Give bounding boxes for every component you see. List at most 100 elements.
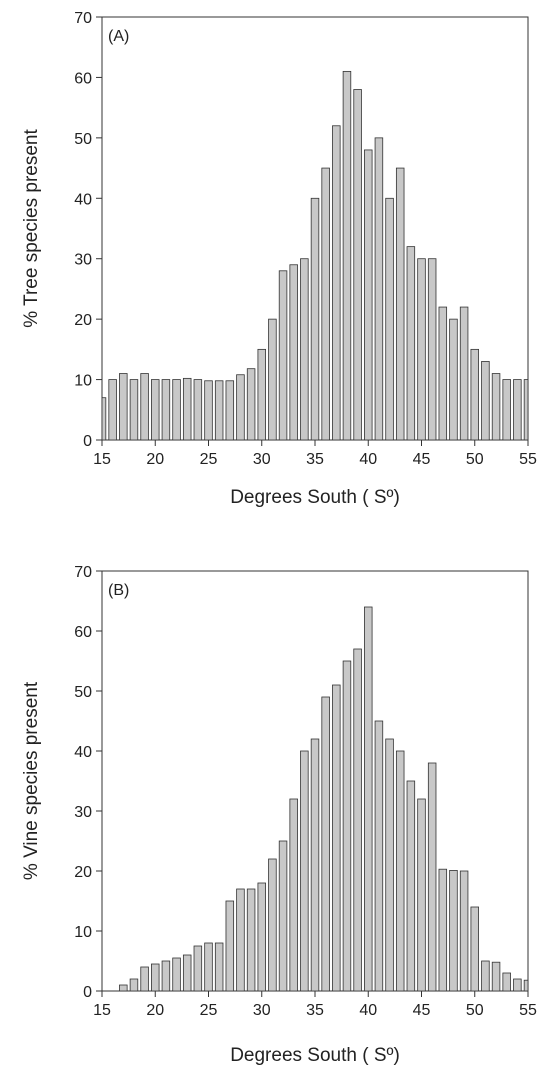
x-tick-label: 50 bbox=[466, 451, 484, 468]
x-tick-label: 55 bbox=[519, 451, 537, 468]
y-tick-label: 40 bbox=[74, 191, 92, 208]
y-tick-label: 10 bbox=[74, 373, 92, 390]
x-tick-label: 35 bbox=[306, 451, 324, 468]
bar-series bbox=[101, 70, 529, 441]
bar bbox=[427, 762, 437, 992]
bar bbox=[225, 900, 235, 992]
y-tick-label: 40 bbox=[74, 744, 92, 761]
x-tick-label: 45 bbox=[413, 451, 431, 468]
bar bbox=[140, 966, 149, 992]
bar bbox=[101, 397, 107, 441]
bar bbox=[502, 972, 511, 992]
bar bbox=[300, 258, 309, 441]
bar bbox=[300, 750, 309, 992]
bar bbox=[332, 125, 341, 441]
bar bbox=[289, 798, 298, 992]
panel-b: 15 20 25 30 35 40 45 50 55 0 10 20 30 40 50 60 70 (B) D… bbox=[21, 564, 537, 1066]
bar bbox=[385, 738, 394, 992]
bar bbox=[129, 978, 139, 992]
bar bbox=[268, 318, 277, 441]
y-tick-label: 20 bbox=[74, 312, 92, 329]
x-tick-label: 20 bbox=[146, 1002, 164, 1019]
x-tick-label: 30 bbox=[253, 1002, 271, 1019]
x-tick-label: 55 bbox=[519, 1002, 537, 1019]
bar bbox=[438, 868, 448, 992]
bar bbox=[289, 264, 298, 441]
bar bbox=[225, 380, 235, 441]
y-tick-label: 60 bbox=[74, 624, 92, 641]
bar bbox=[395, 750, 405, 992]
y-tick-label: 70 bbox=[74, 10, 92, 27]
bar bbox=[278, 840, 288, 992]
bar bbox=[321, 696, 330, 992]
bar bbox=[374, 720, 384, 992]
x-tick-label: 50 bbox=[466, 1002, 484, 1019]
bar bbox=[459, 870, 469, 992]
bar bbox=[481, 361, 490, 441]
bar bbox=[268, 858, 277, 992]
bar bbox=[214, 942, 224, 992]
bar bbox=[129, 379, 139, 441]
bar bbox=[502, 379, 511, 441]
y-tick-label: 0 bbox=[83, 433, 92, 450]
bar bbox=[161, 379, 171, 441]
bar bbox=[353, 89, 362, 441]
bar bbox=[417, 258, 426, 441]
bar bbox=[236, 888, 245, 992]
bar bbox=[172, 379, 181, 441]
panel-label: (B) bbox=[108, 582, 129, 599]
y-axis-title: % Tree species present bbox=[21, 129, 42, 328]
panel-a: 15 20 25 30 35 40 45 50 55 0 10 20 30 40 50 60 70 (A) D… bbox=[21, 10, 537, 508]
bar bbox=[491, 373, 501, 441]
y-tick-label: 30 bbox=[74, 252, 92, 269]
bar bbox=[395, 167, 405, 441]
x-tick-label: 25 bbox=[200, 1002, 218, 1019]
bar bbox=[310, 738, 320, 992]
bar bbox=[257, 882, 266, 992]
bar bbox=[417, 798, 426, 992]
bar bbox=[438, 306, 448, 441]
bar bbox=[491, 961, 501, 992]
bar bbox=[470, 906, 479, 992]
bar bbox=[182, 954, 192, 992]
panel-label: (A) bbox=[108, 28, 129, 45]
x-tick-label: 35 bbox=[306, 1002, 324, 1019]
bar bbox=[151, 963, 160, 992]
x-tick-label: 20 bbox=[146, 451, 164, 468]
bar bbox=[332, 684, 341, 992]
y-tick-label: 70 bbox=[74, 564, 92, 581]
bar bbox=[193, 379, 203, 441]
y-axis-ticks: 0 10 20 30 40 50 60 70 bbox=[74, 564, 102, 1001]
bar bbox=[257, 348, 266, 441]
x-axis-ticks: 15 20 25 30 35 40 45 50 55 bbox=[93, 991, 537, 1019]
bar bbox=[523, 979, 529, 992]
bar bbox=[193, 945, 203, 992]
y-tick-label: 50 bbox=[74, 684, 92, 701]
bar bbox=[364, 606, 373, 992]
bar bbox=[374, 137, 384, 441]
bar bbox=[406, 780, 416, 992]
bar bbox=[523, 379, 529, 441]
bar bbox=[513, 978, 522, 992]
bar bbox=[119, 984, 128, 992]
y-axis-ticks: 0 10 20 30 40 50 60 70 bbox=[74, 10, 102, 450]
bar bbox=[172, 957, 181, 992]
bar bbox=[140, 373, 149, 441]
bar bbox=[342, 70, 352, 441]
bar bbox=[246, 888, 256, 992]
bar bbox=[278, 270, 288, 441]
bar bbox=[353, 648, 362, 992]
bar bbox=[459, 306, 469, 441]
bar bbox=[182, 377, 192, 441]
bar bbox=[470, 348, 479, 441]
x-tick-label: 40 bbox=[359, 1002, 377, 1019]
x-tick-label: 30 bbox=[253, 451, 271, 468]
y-tick-label: 0 bbox=[83, 984, 92, 1001]
bar bbox=[108, 379, 117, 441]
bar bbox=[204, 380, 213, 441]
x-tick-label: 25 bbox=[200, 451, 218, 468]
bar bbox=[449, 318, 458, 441]
bar bbox=[481, 960, 490, 992]
bar bbox=[246, 368, 256, 441]
